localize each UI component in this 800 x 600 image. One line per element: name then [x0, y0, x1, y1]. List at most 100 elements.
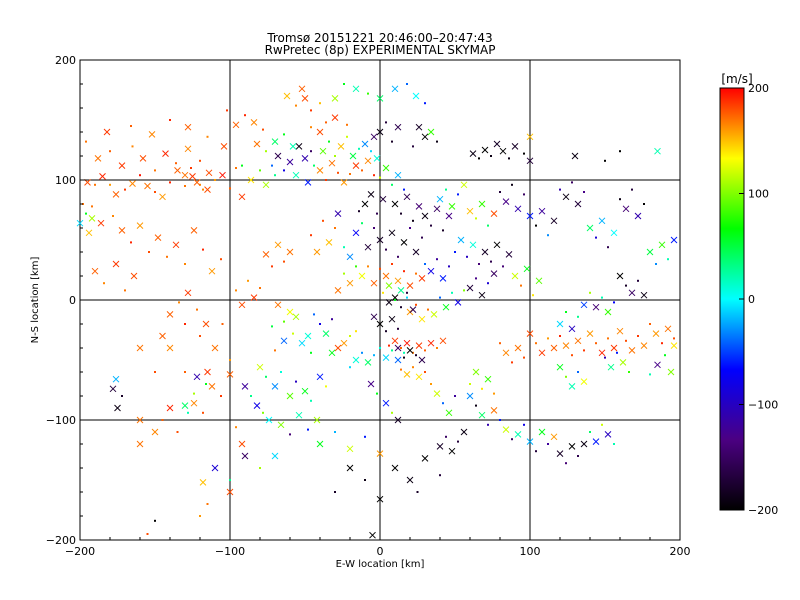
data-point-cross-stroke — [337, 143, 345, 150]
data-point-dot — [346, 123, 348, 126]
data-point-cross-stroke — [286, 158, 294, 166]
data-point-cross-stroke — [526, 133, 534, 141]
data-point-cross-stroke — [370, 313, 378, 321]
data-point-cross-stroke — [241, 452, 249, 460]
data-point-dot — [490, 155, 492, 157]
data-point-cross — [580, 378, 588, 385]
data-point-cross-stroke — [421, 133, 429, 141]
data-point-cross-stroke — [253, 140, 261, 148]
data-point-dot — [391, 263, 393, 265]
data-point-dot — [475, 217, 477, 220]
data-point-cross — [334, 210, 342, 217]
data-point-cross-stroke — [391, 200, 399, 208]
data-point-dot — [295, 104, 297, 107]
data-point-cross — [369, 531, 376, 539]
data-point-cross — [316, 128, 324, 136]
data-point-dot — [619, 150, 621, 153]
data-point-cross-stroke — [220, 143, 228, 150]
data-point-dot — [523, 152, 525, 155]
data-point-cross — [415, 373, 423, 381]
data-point-cross — [286, 392, 294, 400]
data-point-cross-stroke — [394, 344, 402, 352]
data-point-cross-stroke — [478, 411, 486, 419]
data-point-cross-stroke — [334, 344, 342, 352]
data-point-cross — [298, 85, 306, 93]
data-point-cross — [337, 143, 345, 150]
data-point-cross-stroke — [571, 152, 579, 160]
data-point-dot — [577, 371, 579, 373]
data-point-dot — [628, 371, 630, 373]
data-point-cross-stroke — [538, 349, 546, 357]
data-point-cross — [382, 399, 390, 407]
data-point-dot — [154, 519, 156, 522]
data-point-cross-stroke — [166, 404, 174, 412]
data-point-cross-stroke — [499, 147, 507, 155]
data-point-cross — [144, 182, 151, 190]
data-point-dot — [403, 356, 405, 359]
data-point-dot — [265, 375, 267, 378]
x-tick-label: 200 — [670, 545, 691, 558]
data-point-cross — [319, 147, 327, 155]
data-point-cross — [619, 359, 627, 366]
data-point-cross-stroke — [580, 301, 588, 309]
data-point-cross-stroke — [388, 229, 396, 237]
data-point-cross — [394, 356, 402, 364]
data-point-dot — [259, 169, 261, 172]
data-point-dot — [244, 114, 246, 117]
data-point-dot — [310, 351, 312, 354]
data-point-cross-stroke — [550, 433, 558, 441]
data-point-dot — [424, 263, 426, 265]
y-tick-label: 0 — [69, 294, 76, 307]
data-point-cross-stroke — [144, 182, 151, 190]
data-point-cross — [184, 289, 192, 297]
data-point-cross-stroke — [226, 488, 234, 496]
data-point-cross — [289, 143, 297, 150]
data-point-cross — [433, 205, 441, 213]
data-point-cross — [382, 164, 390, 172]
data-point-cross-stroke — [369, 531, 376, 539]
data-point-cross — [391, 464, 399, 472]
data-point-cross-stroke — [370, 133, 378, 141]
data-point-dot — [385, 248, 387, 251]
y-tick-label: −100 — [46, 414, 76, 427]
data-point-dot — [226, 109, 228, 112]
data-point-cross-stroke — [129, 180, 136, 187]
data-point-dot — [355, 265, 357, 268]
data-point-cross — [409, 306, 417, 313]
data-point-dot — [325, 385, 327, 388]
data-point-dot — [124, 289, 126, 292]
data-point-cross — [364, 243, 372, 251]
data-point-cross — [382, 272, 390, 280]
data-point-cross-stroke — [502, 198, 510, 205]
data-point-cross — [99, 173, 106, 180]
data-point-dot — [406, 83, 408, 85]
data-point-cross — [346, 253, 354, 261]
data-point-cross — [490, 407, 498, 414]
data-point-cross-stroke — [556, 363, 564, 371]
data-point-cross — [654, 147, 661, 155]
data-point-cross — [280, 337, 288, 345]
data-point-cross-stroke — [361, 200, 369, 208]
data-point-cross-stroke — [415, 123, 423, 131]
data-point-cross-stroke — [457, 236, 465, 244]
data-point-cross-stroke — [523, 265, 531, 273]
data-point-dot — [199, 159, 201, 162]
data-point-cross — [538, 428, 546, 436]
data-point-cross-stroke — [232, 121, 240, 129]
data-point-cross-stroke — [394, 123, 402, 131]
data-point-dot — [214, 179, 216, 181]
data-point-dot — [229, 187, 231, 190]
data-point-cross — [418, 356, 426, 364]
data-point-cross — [189, 173, 196, 180]
data-point-cross — [427, 128, 435, 136]
data-point-cross-stroke — [166, 344, 174, 352]
data-point-cross — [265, 416, 273, 424]
data-point-dot — [130, 125, 132, 127]
data-point-dot — [625, 284, 627, 287]
title-group: Tromsø 20151221 20:46:00–20:47:43 RwPret… — [265, 31, 496, 57]
data-point-cross — [634, 212, 642, 220]
data-point-cross — [322, 330, 330, 337]
data-point-cross-stroke — [514, 431, 522, 438]
data-point-cross — [208, 383, 216, 390]
data-point-cross-stroke — [628, 347, 636, 354]
